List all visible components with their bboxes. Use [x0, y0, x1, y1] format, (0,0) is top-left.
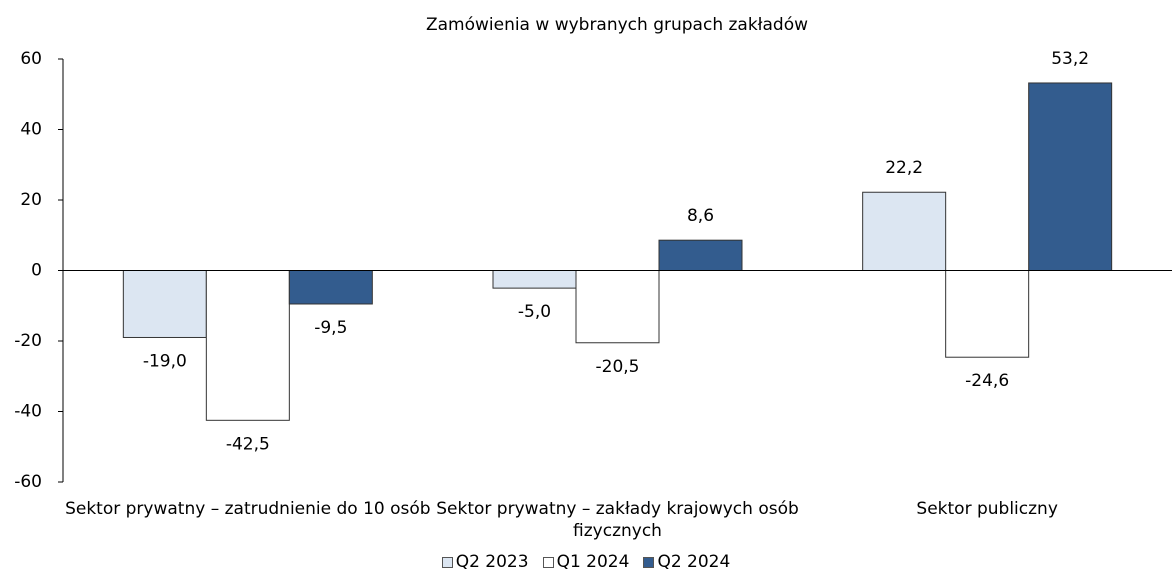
legend-item: Q1 2024 [542, 552, 630, 572]
y-tick-label: 20 [20, 190, 42, 210]
y-tick-label: -20 [14, 331, 42, 351]
bar [945, 270, 1030, 358]
data-label: 8,6 [687, 206, 714, 226]
y-tick-label: -40 [14, 402, 42, 422]
bar [575, 270, 660, 344]
y-tick-label: 40 [20, 120, 42, 140]
y-tick-label: 60 [20, 49, 42, 69]
x-tick-label: Sektor prywatny – zakłady krajowych osób… [436, 499, 799, 541]
bar [122, 270, 207, 338]
legend-swatch [643, 556, 655, 568]
data-label: -20,5 [596, 357, 640, 377]
legend-label: Q1 2024 [556, 552, 630, 572]
legend: Q2 2023 Q1 2024 Q2 2024 [0, 552, 1172, 572]
bar [205, 270, 290, 421]
legend-swatch [542, 556, 554, 568]
data-label: -42,5 [226, 434, 270, 454]
data-label: -5,0 [518, 302, 551, 322]
legend-label: Q2 2024 [657, 552, 731, 572]
x-tick-label: Sektor prywatny – zatrudnienie do 10 osó… [65, 499, 431, 519]
x-tick-label: Sektor publiczny [916, 499, 1058, 519]
data-label: -9,5 [314, 318, 347, 338]
bar [862, 191, 947, 271]
data-label: 53,2 [1051, 49, 1089, 69]
legend-item: Q2 2023 [441, 552, 529, 572]
chart-title: Zamówienia w wybranych grupach zakładów [426, 15, 808, 35]
bar [658, 239, 743, 271]
bar [288, 270, 373, 305]
legend-swatch [441, 556, 453, 568]
data-label: -19,0 [143, 351, 187, 371]
bar [1028, 82, 1113, 271]
data-label: -24,6 [965, 371, 1009, 391]
legend-label: Q2 2023 [455, 552, 529, 572]
legend-item: Q2 2024 [643, 552, 730, 572]
data-label: 22,2 [885, 158, 923, 178]
y-tick-label: -60 [14, 472, 42, 492]
y-tick-label: 0 [31, 261, 42, 281]
bar [492, 270, 577, 289]
